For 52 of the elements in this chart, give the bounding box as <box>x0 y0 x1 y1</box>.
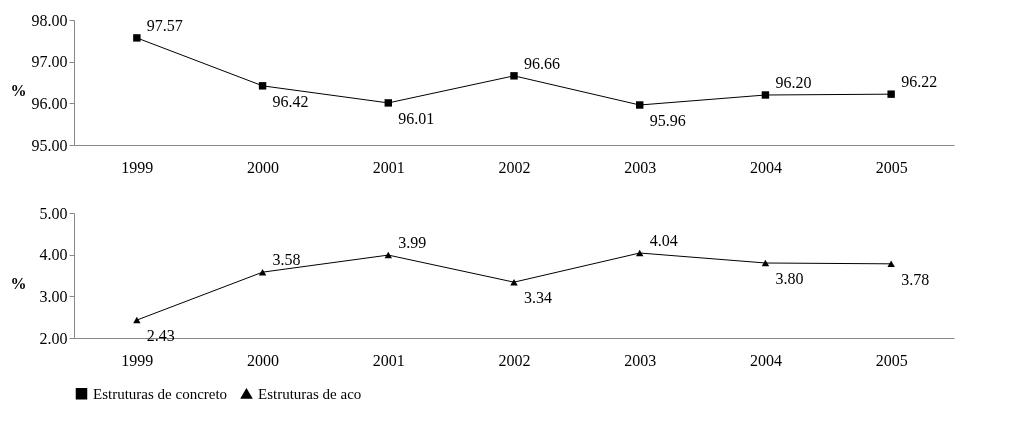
data-label: 95.96 <box>649 112 686 129</box>
point <box>258 82 267 90</box>
data-label: 3.99 <box>398 234 427 252</box>
point <box>636 249 644 257</box>
data-label: 4.04 <box>649 232 678 249</box>
data-label: 96.66 <box>524 54 560 72</box>
point <box>510 72 518 80</box>
x-tick-label: 2004 <box>749 158 782 176</box>
data-label: 3.58 <box>272 251 301 269</box>
point <box>133 316 141 324</box>
x-tick-label: 1999 <box>121 351 154 369</box>
point <box>133 34 141 42</box>
x-tick-label: 2002 <box>498 351 531 369</box>
legend-label: Estruturas de aco <box>258 385 362 402</box>
data-label: 2.43 <box>146 327 175 345</box>
y-tick-label: 96.00 <box>31 94 68 112</box>
x-tick-label: 2002 <box>498 158 531 176</box>
point <box>636 101 644 109</box>
point <box>761 259 770 267</box>
data-label: 96.42 <box>272 92 309 110</box>
x-tick-label: 1999 <box>121 158 154 176</box>
point <box>761 91 770 99</box>
point <box>384 99 392 107</box>
data-label: 96.22 <box>901 73 938 91</box>
y-tick-label: 97.00 <box>31 53 68 71</box>
point <box>887 260 895 268</box>
y-axis-title: % <box>10 81 27 99</box>
data-label: 3.34 <box>524 289 552 307</box>
y-tick-label: 95.00 <box>31 136 68 154</box>
legend-label: Estruturas de concreto <box>93 385 228 402</box>
data-label: 3.78 <box>901 270 930 288</box>
data-label: 96.20 <box>775 74 812 91</box>
y-tick-label: 98.00 <box>31 11 68 29</box>
y-tick-label: 5.00 <box>39 204 68 222</box>
data-label: 96.01 <box>398 109 435 127</box>
point <box>887 90 895 98</box>
y-tick-label: 4.00 <box>39 246 68 264</box>
x-tick-label: 2004 <box>749 351 782 369</box>
data-label: 97.57 <box>146 16 183 34</box>
point <box>384 251 392 259</box>
y-tick-label: 2.00 <box>39 329 68 347</box>
x-tick-label: 2005 <box>875 158 908 176</box>
x-tick-label: 2000 <box>247 351 280 369</box>
y-tick-label: 3.00 <box>39 287 68 305</box>
x-tick-label: 2005 <box>875 351 908 369</box>
x-tick-label: 2003 <box>624 351 657 369</box>
x-tick-label: 2001 <box>372 158 405 176</box>
y-axis-title: % <box>10 274 27 292</box>
x-tick-label: 2000 <box>247 158 280 176</box>
data-label: 3.80 <box>775 270 804 287</box>
x-tick-label: 2003 <box>624 158 657 176</box>
x-tick-label: 2001 <box>372 351 405 369</box>
